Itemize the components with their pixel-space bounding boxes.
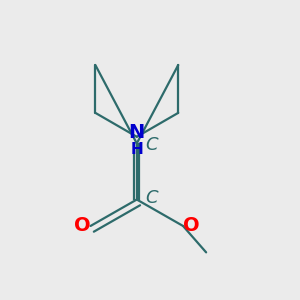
Text: O: O bbox=[183, 216, 200, 235]
Text: C: C bbox=[145, 189, 158, 207]
Text: O: O bbox=[74, 216, 91, 235]
Text: C: C bbox=[145, 136, 158, 154]
Text: H: H bbox=[130, 142, 143, 158]
Text: N: N bbox=[129, 123, 145, 142]
